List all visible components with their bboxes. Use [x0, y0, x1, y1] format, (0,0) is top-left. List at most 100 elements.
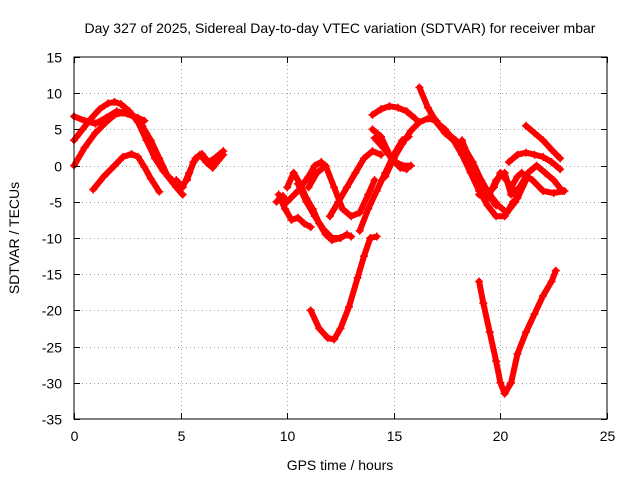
data-point — [300, 219, 309, 228]
data-point — [406, 126, 415, 135]
data-point — [287, 215, 296, 224]
data-point — [155, 187, 164, 196]
data-point — [182, 176, 191, 185]
data-point — [507, 183, 516, 192]
data-point — [507, 378, 516, 387]
data-point — [281, 205, 290, 214]
data-point — [80, 116, 89, 125]
data-point — [406, 161, 415, 170]
data-point — [310, 212, 319, 221]
data-point — [494, 201, 503, 210]
data-point — [306, 306, 315, 315]
data-point — [381, 172, 390, 181]
data-point — [539, 152, 548, 161]
data-point — [304, 172, 313, 181]
data-point — [528, 176, 537, 185]
x-axis-label: GPS time / hours — [287, 457, 394, 473]
data-point — [402, 107, 411, 116]
data-point — [289, 168, 298, 177]
data-point — [304, 183, 313, 192]
data-point — [89, 185, 98, 194]
series-track-17 — [368, 102, 420, 123]
data-point — [355, 208, 364, 217]
data-point — [551, 266, 560, 275]
data-point — [539, 136, 548, 145]
data-point — [492, 176, 501, 185]
data-point — [513, 150, 522, 159]
data-point — [521, 148, 530, 157]
data-point — [492, 357, 501, 366]
data-point — [293, 179, 302, 188]
data-point — [398, 139, 407, 148]
series-line — [307, 233, 380, 343]
series-track-25 — [504, 148, 565, 174]
data-point — [370, 176, 379, 185]
data-point — [302, 197, 311, 206]
data-point — [539, 291, 548, 300]
data-point — [368, 125, 377, 134]
data-point — [432, 118, 441, 127]
data-point — [202, 157, 211, 166]
data-point — [530, 310, 539, 319]
data-point — [116, 100, 125, 109]
data-point — [549, 176, 558, 185]
data-point — [219, 150, 228, 159]
data-point — [195, 150, 204, 159]
y-tick-label: 5 — [54, 122, 62, 138]
data-point — [159, 167, 168, 176]
y-tick-label: 10 — [46, 86, 62, 102]
data-point — [315, 324, 324, 333]
series-track-4 — [89, 150, 164, 196]
data-point — [556, 154, 565, 163]
y-tick-label: -15 — [42, 267, 62, 283]
data-point — [151, 154, 160, 163]
data-point — [377, 105, 386, 114]
data-point — [140, 163, 149, 172]
data-point — [347, 232, 356, 241]
series-track-11 — [304, 161, 379, 221]
data-point — [530, 150, 539, 159]
data-point — [306, 223, 315, 232]
data-point — [334, 197, 343, 206]
data-point — [411, 114, 420, 123]
data-point — [91, 129, 100, 138]
y-axis-label: SDTVAR / TECUs — [6, 182, 22, 294]
data-point — [317, 157, 326, 166]
data-point — [353, 273, 362, 282]
series-track-8 — [274, 190, 315, 232]
data-point — [112, 107, 121, 116]
data-point — [127, 150, 136, 159]
data-point — [345, 302, 354, 311]
chart-title: Day 327 of 2025, Sidereal Day-to-day VTE… — [85, 20, 596, 36]
data-point — [351, 168, 360, 177]
data-point — [500, 168, 509, 177]
data-point — [319, 225, 328, 234]
data-point — [475, 176, 484, 185]
data-point — [370, 134, 379, 143]
data-point — [423, 103, 432, 112]
data-point — [330, 335, 339, 344]
y-tick-label: -35 — [42, 412, 62, 428]
data-point — [521, 328, 530, 337]
data-point — [140, 116, 149, 125]
data-point — [398, 161, 407, 170]
y-tick-label: 0 — [54, 159, 62, 175]
data-point — [313, 168, 322, 177]
data-point — [394, 103, 403, 112]
data-point — [372, 232, 381, 241]
series-track-23 — [475, 161, 567, 203]
y-tick-label: -5 — [50, 195, 63, 211]
data-point — [423, 114, 432, 123]
data-point — [507, 190, 516, 199]
data-point — [208, 163, 217, 172]
data-point — [385, 150, 394, 159]
data-point — [492, 212, 501, 221]
data-point — [142, 136, 151, 145]
series-track-6 — [182, 150, 228, 185]
data-point — [80, 143, 89, 152]
data-point — [547, 157, 556, 166]
data-point — [189, 157, 198, 166]
data-point — [415, 118, 424, 127]
